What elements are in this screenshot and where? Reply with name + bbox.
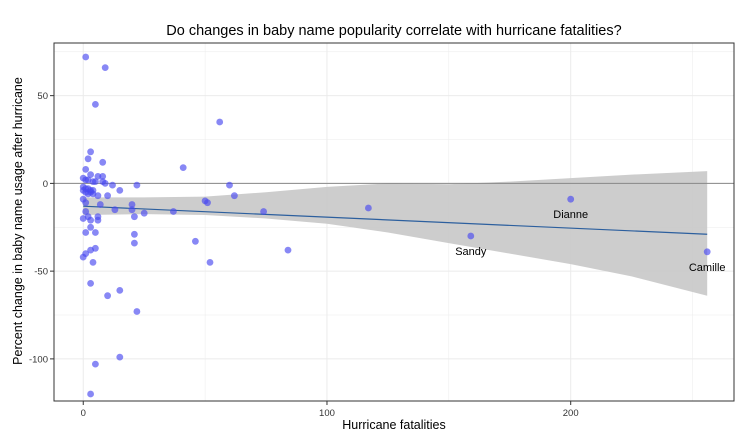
annotation-label: Sandy <box>455 246 487 258</box>
trend-line <box>83 205 708 235</box>
data-point <box>101 64 109 71</box>
annotations: Dianne Sandy Camille <box>455 209 725 274</box>
data-point <box>94 192 102 200</box>
axis-ticks: 0 100 200 50 0 -50 -100 <box>29 91 579 419</box>
data-point <box>84 155 92 163</box>
data-point <box>101 180 109 187</box>
confidence-band-layer <box>83 171 708 296</box>
data-point <box>128 201 136 208</box>
data-point <box>192 237 199 245</box>
data-point <box>216 118 224 126</box>
data-point <box>179 164 187 172</box>
data-point <box>116 187 124 194</box>
y-tick-label: 0 <box>43 179 48 190</box>
data-point <box>140 209 148 217</box>
data-point <box>206 259 214 266</box>
y-axis-label: Percent change in baby name usage after … <box>11 77 25 365</box>
data-point <box>87 390 94 398</box>
data-point <box>99 173 107 180</box>
data-point <box>703 248 711 256</box>
data-point <box>79 253 87 261</box>
data-point <box>104 292 111 300</box>
data-point <box>116 353 124 361</box>
data-point <box>226 181 233 189</box>
data-point <box>365 204 372 212</box>
data-point <box>111 206 119 214</box>
data-point <box>82 199 90 207</box>
data-point <box>89 259 97 266</box>
x-tick-label: 0 <box>81 408 86 419</box>
data-point <box>104 192 111 200</box>
data-point <box>82 166 90 173</box>
data-point <box>84 190 92 198</box>
x-tick-label: 100 <box>319 408 335 419</box>
x-tick-label: 200 <box>563 408 579 419</box>
data-point <box>82 229 90 236</box>
panel-border <box>53 42 735 402</box>
data-point <box>128 206 136 214</box>
data-point <box>116 287 124 294</box>
data-point <box>79 215 87 222</box>
data-point <box>204 199 211 207</box>
x-axis-label: Hurricane fatalities <box>342 418 446 432</box>
data-point <box>467 232 475 240</box>
annotation-label: Dianne <box>553 209 588 221</box>
data-point <box>87 216 94 224</box>
data-point <box>92 178 99 186</box>
data-point <box>567 195 575 203</box>
data-point <box>260 208 267 215</box>
data-point <box>94 173 102 180</box>
data-point <box>170 208 177 215</box>
data-point <box>92 229 99 236</box>
data-point <box>133 181 141 189</box>
annotation-label: Camille <box>689 262 726 274</box>
data-point <box>87 223 94 231</box>
chart-title: Do changes in baby name popularity corre… <box>166 23 621 39</box>
y-tick-label: 50 <box>37 91 48 102</box>
data-point <box>87 171 94 179</box>
y-tick-label: -100 <box>29 354 48 365</box>
data-point <box>231 192 238 200</box>
data-point <box>133 308 141 315</box>
data-point <box>92 101 99 108</box>
y-tick-label: -50 <box>34 267 48 278</box>
data-point <box>284 246 292 254</box>
data-point <box>92 360 99 368</box>
data-point <box>82 53 90 61</box>
confidence-band <box>83 171 708 296</box>
data-point <box>131 213 138 221</box>
data-point <box>96 201 104 208</box>
trend-line-layer <box>83 205 708 235</box>
data-point <box>131 239 138 247</box>
data-point <box>94 216 102 224</box>
data-point <box>131 230 138 238</box>
data-point <box>82 208 90 215</box>
data-point <box>99 158 107 166</box>
data-points <box>79 53 711 398</box>
data-point <box>109 181 116 189</box>
data-point <box>87 148 94 156</box>
data-point <box>87 280 94 287</box>
data-point <box>87 246 94 254</box>
